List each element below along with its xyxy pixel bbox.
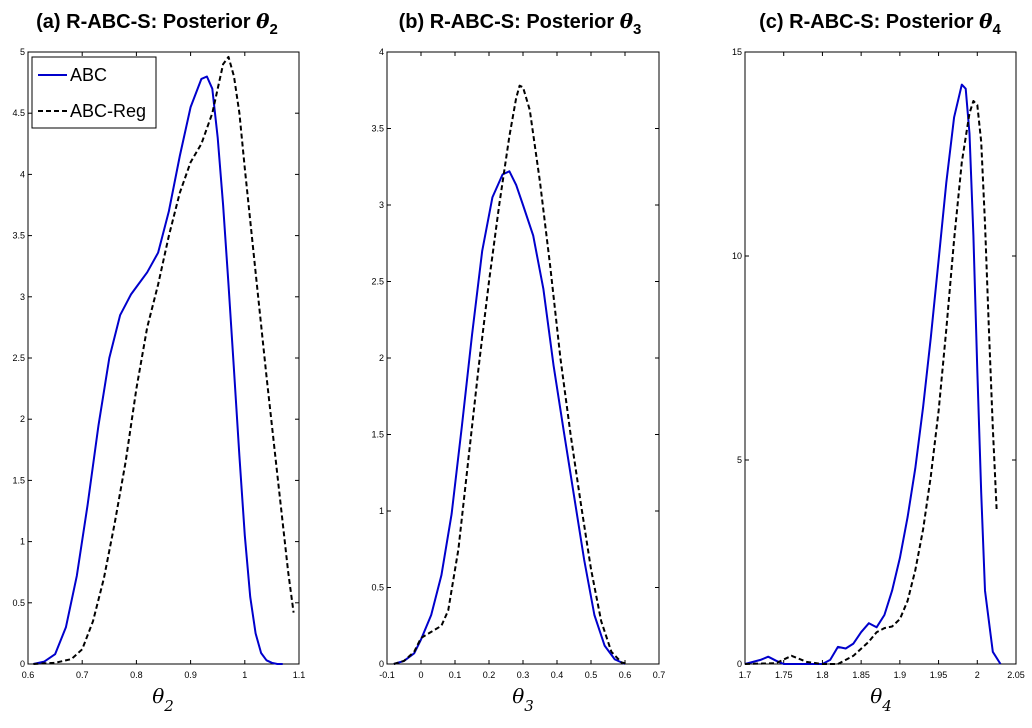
panel-c-xtick-label: 1.75 bbox=[775, 670, 793, 680]
panel-b-xtick-label: 0.7 bbox=[653, 670, 666, 680]
panel-c-abc-reg-line bbox=[745, 101, 997, 664]
panel-b-xtick-label: 0.1 bbox=[449, 670, 462, 680]
panel-b-ytick-label: 0.5 bbox=[371, 583, 384, 593]
panel-a-ytick-label: 4.5 bbox=[12, 108, 25, 118]
panel-b-lines bbox=[394, 86, 629, 664]
panel-c-ytick-label: 10 bbox=[732, 251, 742, 261]
panel-b-ytick-label: 2 bbox=[379, 353, 384, 363]
legend-reg-label: ABC-Reg bbox=[70, 101, 146, 121]
panel-b-ytick-label: 0 bbox=[379, 659, 384, 669]
panel-b-xtick-label: 0.5 bbox=[585, 670, 598, 680]
panel-b-ytick-label: 3 bbox=[379, 200, 384, 210]
panel-a-ytick-label: 0.5 bbox=[12, 598, 25, 608]
panel-a: (a) R-ABC-S: Posterior θ2 0.6 0.7 0.8 0.9 1 1… bbox=[12, 9, 305, 715]
panel-b-xtick-label: 0.4 bbox=[551, 670, 564, 680]
panel-a-ytick-label: 4 bbox=[20, 169, 25, 179]
panel-a-xlabel: θ2 bbox=[152, 684, 174, 715]
panel-a-ytick-label: 3 bbox=[20, 292, 25, 302]
panel-b-ytick-label: 2.5 bbox=[371, 277, 384, 287]
panel-b-abc-line bbox=[394, 171, 625, 664]
panel-a-ytick-label: 1 bbox=[20, 537, 25, 547]
panel-c: (c) R-ABC-S: Posterior θ4 1.7 1.75 1.8 1.85… bbox=[732, 9, 1025, 715]
panel-b-xtick-label: 0 bbox=[418, 670, 423, 680]
panel-c-xtick-label: 1.9 bbox=[894, 670, 907, 680]
panel-c-ytick-label: 15 bbox=[732, 47, 742, 57]
panel-a-ytick-label: 3.5 bbox=[12, 231, 25, 241]
panel-a-ytick-label: 2 bbox=[20, 414, 25, 424]
panel-a-ytick-label: 5 bbox=[20, 47, 25, 57]
panel-c-title: (c) R-ABC-S: Posterior θ4 bbox=[759, 9, 1001, 38]
panel-a-xtick-label: 0.7 bbox=[76, 670, 89, 680]
panel-c-ytick-label: 5 bbox=[737, 455, 742, 465]
panel-a-title: (a) R-ABC-S: Posterior θ2 bbox=[36, 9, 278, 38]
panel-b: (b) R-ABC-S: Posterior θ3 -0.1 0 0.1 0.2 0.3… bbox=[371, 9, 665, 715]
panel-a-lines bbox=[33, 57, 293, 664]
panel-a-plot-area bbox=[28, 52, 299, 664]
panel-c-xtick-label: 2.05 bbox=[1007, 670, 1025, 680]
panel-c-xtick-label: 1.85 bbox=[852, 670, 870, 680]
panel-c-xtick-label: 1.95 bbox=[930, 670, 948, 680]
panel-b-plot-area bbox=[387, 52, 659, 664]
legend-abc-label: ABC bbox=[70, 65, 107, 85]
panel-a-ytick-label: 2.5 bbox=[12, 353, 25, 363]
panel-a-abc-reg-line bbox=[33, 57, 293, 664]
panel-a-xtick-label: 0.8 bbox=[130, 670, 143, 680]
panel-b-ytick-label: 3.5 bbox=[371, 124, 384, 134]
panel-a-ytick-label: 1.5 bbox=[12, 475, 25, 485]
panel-b-title: (b) R-ABC-S: Posterior θ3 bbox=[399, 9, 642, 38]
panel-c-ytick-label: 0 bbox=[737, 659, 742, 669]
panel-c-lines bbox=[745, 85, 1001, 664]
panel-c-ticks: 1.7 1.75 1.8 1.85 1.9 1.95 2 2.05 0 5 10 15 bbox=[732, 47, 1025, 680]
panel-a-xtick-label: 0.6 bbox=[22, 670, 35, 680]
panel-c-xlabel: θ4 bbox=[870, 684, 892, 715]
panel-b-xlabel: θ3 bbox=[512, 684, 534, 715]
panel-b-xtick-label: 0.2 bbox=[483, 670, 496, 680]
panel-c-plot-area bbox=[745, 52, 1016, 664]
panel-a-xtick-label: 1.1 bbox=[293, 670, 306, 680]
panel-b-ytick-label: 1.5 bbox=[371, 430, 384, 440]
panel-c-xtick-label: 2 bbox=[975, 670, 980, 680]
panel-c-xtick-label: 1.7 bbox=[739, 670, 752, 680]
panel-a-ticks: 0.6 0.7 0.8 0.9 1 1.1 0 0.5 1 1.5 2 2.5 3 3.5 4 4.5 5 bbox=[12, 47, 305, 680]
panel-a-xtick-label: 1 bbox=[242, 670, 247, 680]
panel-c-abc-line bbox=[745, 85, 1001, 664]
panel-b-ticks: -0.1 0 0.1 0.2 0.3 0.4 0.5 0.6 0.700.511.522.533… bbox=[371, 47, 665, 680]
panel-a-ytick-label: 0 bbox=[20, 659, 25, 669]
panel-b-ytick-label: 4 bbox=[379, 47, 384, 57]
panel-b-xtick-label: -0.1 bbox=[379, 670, 395, 680]
panel-b-ytick-label: 1 bbox=[379, 506, 384, 516]
panel-b-abc-reg-line bbox=[394, 86, 629, 664]
panel-a-xtick-label: 0.9 bbox=[184, 670, 197, 680]
panel-b-xtick-label: 0.6 bbox=[619, 670, 632, 680]
panel-a-abc-line bbox=[33, 77, 282, 665]
panel-c-xtick-label: 1.8 bbox=[816, 670, 829, 680]
legend: ABC ABC-Reg bbox=[32, 57, 156, 128]
panel-b-xtick-label: 0.3 bbox=[517, 670, 530, 680]
